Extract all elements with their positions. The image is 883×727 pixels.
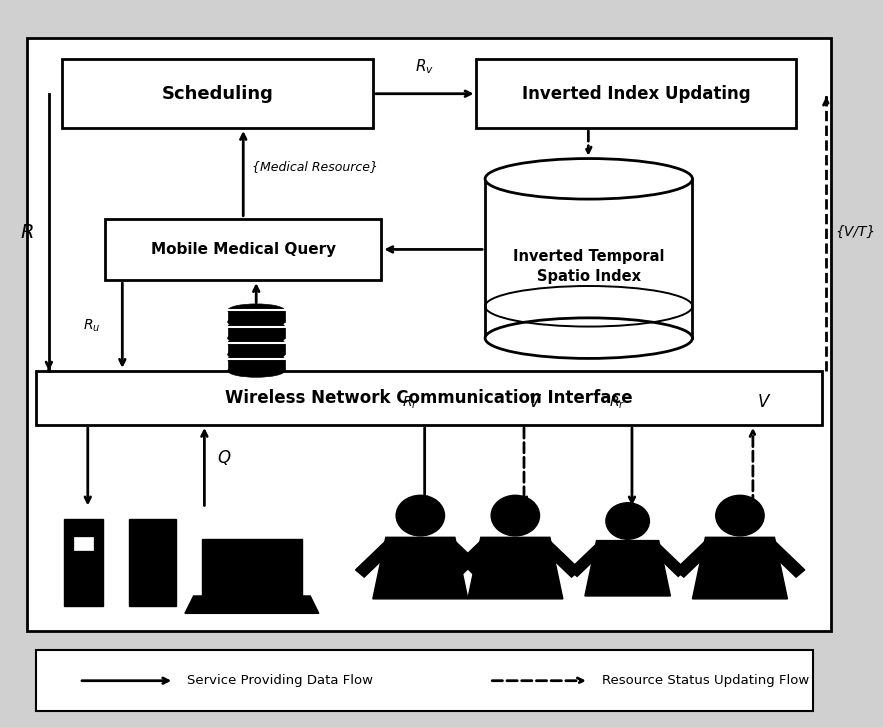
FancyBboxPatch shape [477, 60, 796, 128]
Ellipse shape [228, 353, 284, 366]
Ellipse shape [228, 316, 284, 329]
Circle shape [396, 495, 444, 536]
Circle shape [606, 503, 649, 539]
Text: Inverted Temporal
Spatio Index: Inverted Temporal Spatio Index [513, 249, 665, 284]
FancyBboxPatch shape [62, 60, 373, 128]
Bar [129, 519, 177, 606]
Bar [228, 310, 284, 322]
Polygon shape [570, 544, 604, 577]
Text: {Medical Resource}: {Medical Resource} [252, 160, 378, 172]
Bar [228, 326, 284, 338]
Polygon shape [692, 537, 788, 599]
Polygon shape [468, 537, 562, 599]
Bar [74, 537, 94, 550]
Polygon shape [766, 541, 804, 577]
Text: $Q$: $Q$ [217, 448, 231, 467]
Ellipse shape [228, 304, 284, 317]
Ellipse shape [485, 318, 692, 358]
Text: $R_r$: $R_r$ [609, 394, 625, 411]
Text: $R_r$: $R_r$ [402, 394, 418, 411]
Text: $V$: $V$ [528, 393, 543, 411]
Ellipse shape [228, 332, 284, 345]
Polygon shape [675, 541, 714, 577]
Polygon shape [356, 541, 395, 577]
Circle shape [716, 495, 764, 536]
FancyBboxPatch shape [36, 649, 813, 711]
Bar [202, 539, 302, 596]
Ellipse shape [228, 320, 284, 333]
Bar [228, 359, 284, 371]
Polygon shape [450, 541, 489, 577]
Bar [228, 343, 284, 355]
Ellipse shape [228, 348, 284, 361]
Polygon shape [373, 537, 468, 599]
Bar [64, 519, 103, 606]
Polygon shape [585, 541, 670, 596]
Ellipse shape [228, 337, 284, 350]
Polygon shape [651, 544, 686, 577]
Ellipse shape [485, 158, 692, 199]
Polygon shape [485, 179, 692, 338]
FancyBboxPatch shape [27, 38, 831, 632]
FancyBboxPatch shape [105, 219, 381, 280]
Text: $R_v$: $R_v$ [415, 57, 434, 76]
Text: $R_u$: $R_u$ [83, 317, 101, 334]
Text: $V$: $V$ [758, 393, 772, 411]
Polygon shape [446, 541, 485, 577]
Circle shape [491, 495, 540, 536]
Text: {V/T}: {V/T} [835, 225, 875, 239]
FancyBboxPatch shape [36, 371, 822, 425]
Polygon shape [541, 541, 580, 577]
Text: Scheduling: Scheduling [162, 85, 273, 103]
Text: Resource Status Updating Flow: Resource Status Updating Flow [601, 674, 809, 687]
Polygon shape [185, 596, 319, 614]
Text: Wireless Network Communication Interface: Wireless Network Communication Interface [225, 389, 633, 407]
Text: Inverted Index Updating: Inverted Index Updating [522, 85, 751, 103]
Text: $R$: $R$ [20, 222, 34, 242]
Text: Service Providing Data Flow: Service Providing Data Flow [187, 674, 374, 687]
Text: Mobile Medical Query: Mobile Medical Query [151, 242, 336, 257]
Ellipse shape [228, 364, 284, 377]
